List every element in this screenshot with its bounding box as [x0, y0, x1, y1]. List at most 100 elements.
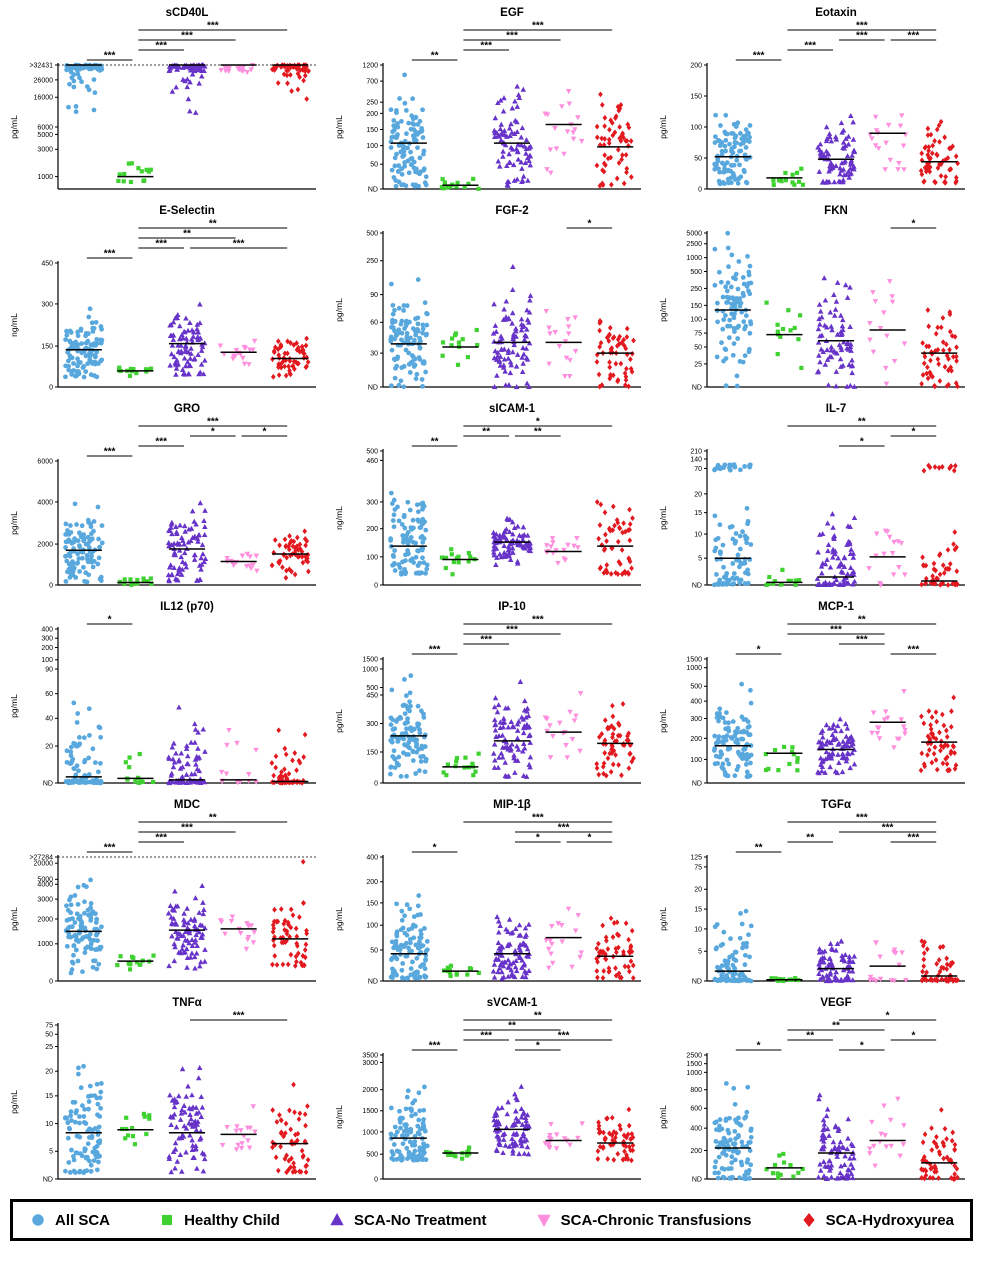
significance-stars: *: [911, 1031, 915, 1042]
chart-il12-p70: IL12 (p70) pg/mL 400 300 200 100 90 60 40 20 ND *: [9, 601, 316, 787]
panel-vegf: VEGF pg/mL 2500 1500 1000 800 600 400 200 ND * * ** *…: [657, 994, 975, 1191]
significance-stars: ***: [531, 813, 543, 824]
series-sca-no-treatment: [814, 275, 858, 389]
panel-title: FGF-2: [495, 205, 528, 217]
significance-stars: **: [482, 427, 490, 438]
y-tick-label: 15: [694, 906, 702, 913]
panel-tgf: TGFα pg/mL 125 75 20 15 10 5 ND ** ** *** *** ***: [657, 796, 975, 993]
y-axis-label: pg/mL: [658, 298, 668, 322]
significance-stars: **: [858, 615, 866, 626]
legend: All SCA Healthy Child SCA-No Treatment S…: [10, 1199, 973, 1241]
series-sca-no-treatment: [816, 938, 858, 984]
y-tick-label: 1000: [37, 941, 53, 948]
panel-e-selectin: E-Selectin ng/mL 450 300 150 0 *** *** *** ** **: [8, 202, 326, 399]
y-tick-label: 200: [366, 111, 378, 118]
y-tick-label: 100: [690, 317, 702, 324]
panel-title: MDC: [174, 799, 200, 811]
significance-stars: ***: [908, 31, 920, 42]
series-all-sca: [387, 277, 430, 390]
series-sca-chronic-transfusions: [866, 528, 908, 588]
panel-eotaxin: Eotaxin pg/mL 200 150 100 50 0 *** *** *** *** ***: [657, 4, 975, 201]
y-tick-label: 1000: [362, 1129, 378, 1136]
y-tick-label: >27284: [29, 854, 53, 861]
y-tick-label: 5000: [37, 132, 53, 139]
series-sca-hydroxyurea: [595, 1106, 635, 1164]
panel-mdc: MDC pg/mL >27284 20000 5000 4000 3000 2000 1000 0…: [8, 796, 326, 993]
series-all-sca: [64, 62, 105, 115]
panel-title: sVCAM-1: [486, 997, 537, 1009]
y-axis-label: pg/mL: [334, 709, 344, 733]
y-tick-label: 100: [366, 554, 378, 561]
y-tick-label: 25: [45, 1044, 53, 1051]
legend-label-sca-no-treatment: SCA-No Treatment: [354, 1211, 487, 1229]
panel-fgf-2: FGF-2 pg/mL 500 250 90 60 30 ND *: [333, 202, 651, 399]
sca-hydroxyurea-marker-icon: [802, 1213, 815, 1227]
significance-stars: ***: [908, 645, 920, 656]
series-healthy-child: [771, 166, 806, 188]
y-tick-label: 50: [370, 947, 378, 954]
series-healthy-child: [439, 547, 477, 577]
significance-stars: *: [860, 1041, 864, 1052]
all-sca-marker-icon: [32, 1214, 44, 1226]
series-all-sca: [711, 681, 754, 780]
y-axis-label: ng/mL: [334, 1105, 344, 1129]
y-tick-label: 250: [690, 286, 702, 293]
panel-egf: EGF pg/mL 1200 700 250 200 150 100 50 ND ** *** *** *…: [333, 4, 651, 201]
legend-item-sca-chronic-transfusions: SCA-Chronic Transfusions: [535, 1211, 752, 1229]
series-sca-hydroxyurea: [594, 499, 635, 577]
panel-title: IL-7: [826, 403, 846, 415]
y-tick-label: 5000: [37, 877, 53, 884]
y-tick-label: 150: [690, 93, 702, 100]
significance-stars: ***: [428, 1041, 440, 1052]
y-tick-label: 90: [45, 666, 53, 673]
y-tick-label: 200: [690, 1148, 702, 1155]
significance-stars: **: [209, 219, 217, 230]
series-sca-hydroxyurea: [918, 694, 959, 774]
y-tick-label: 70: [694, 466, 702, 473]
y-tick-label: >32431: [29, 62, 53, 69]
significance-stars: ***: [753, 51, 765, 62]
panel-title: TNFα: [172, 997, 201, 1009]
y-tick-label: 3500: [362, 1052, 378, 1059]
chart-tnf: TNFα pg/mL 75 50 25 20 15 10 5 ND ***: [9, 997, 316, 1183]
significance-stars: *: [432, 843, 436, 854]
y-axis-label: ng/mL: [334, 506, 344, 530]
significance-stars: *: [911, 427, 915, 438]
significance-stars: **: [806, 833, 814, 844]
series-sca-hydroxyurea: [593, 915, 636, 981]
significance-stars: ***: [104, 447, 116, 458]
series-sca-chronic-transfusions: [224, 551, 260, 574]
significance-stars: ***: [506, 31, 518, 42]
y-tick-label: 500: [690, 269, 702, 276]
y-axis-label: ng/mL: [9, 313, 19, 337]
y-tick-label: 1500: [362, 656, 378, 663]
series-sca-no-treatment: [165, 882, 208, 971]
y-tick-label: 40: [45, 716, 53, 723]
y-tick-label: 300: [41, 301, 53, 308]
series-sca-hydroxyurea: [270, 858, 309, 969]
y-tick-label: 2500: [686, 241, 702, 248]
series-sca-hydroxyurea: [919, 462, 960, 588]
y-tick-label: 1500: [362, 1108, 378, 1115]
chart-ip-10: IP-10pg/mL150010005004503001500*********…: [334, 601, 641, 787]
series-sca-no-treatment: [814, 511, 858, 588]
y-tick-label: 500: [366, 685, 378, 692]
series-healthy-child: [123, 751, 156, 785]
panel-title: MIP-1β: [493, 799, 531, 811]
y-tick-label: 300: [366, 721, 378, 728]
significance-stars: ***: [155, 239, 167, 250]
significance-stars: *: [262, 427, 266, 438]
y-tick-label: 6000: [37, 458, 53, 465]
legend-item-all-sca: All SCA: [29, 1211, 110, 1229]
series-sca-hydroxyurea: [270, 335, 311, 380]
significance-stars: ***: [104, 249, 116, 260]
significance-stars: **: [755, 843, 763, 854]
series-sca-chronic-transfusions: [217, 914, 258, 952]
series-all-sca: [63, 877, 104, 976]
y-tick-label: 450: [366, 692, 378, 699]
significance-stars: ***: [830, 625, 842, 636]
chart-fgf-2: FGF-2 pg/mL 500 250 90 60 30 ND *: [334, 205, 641, 391]
legend-item-sca-hydroxyurea: SCA-Hydroxyurea: [800, 1211, 954, 1229]
